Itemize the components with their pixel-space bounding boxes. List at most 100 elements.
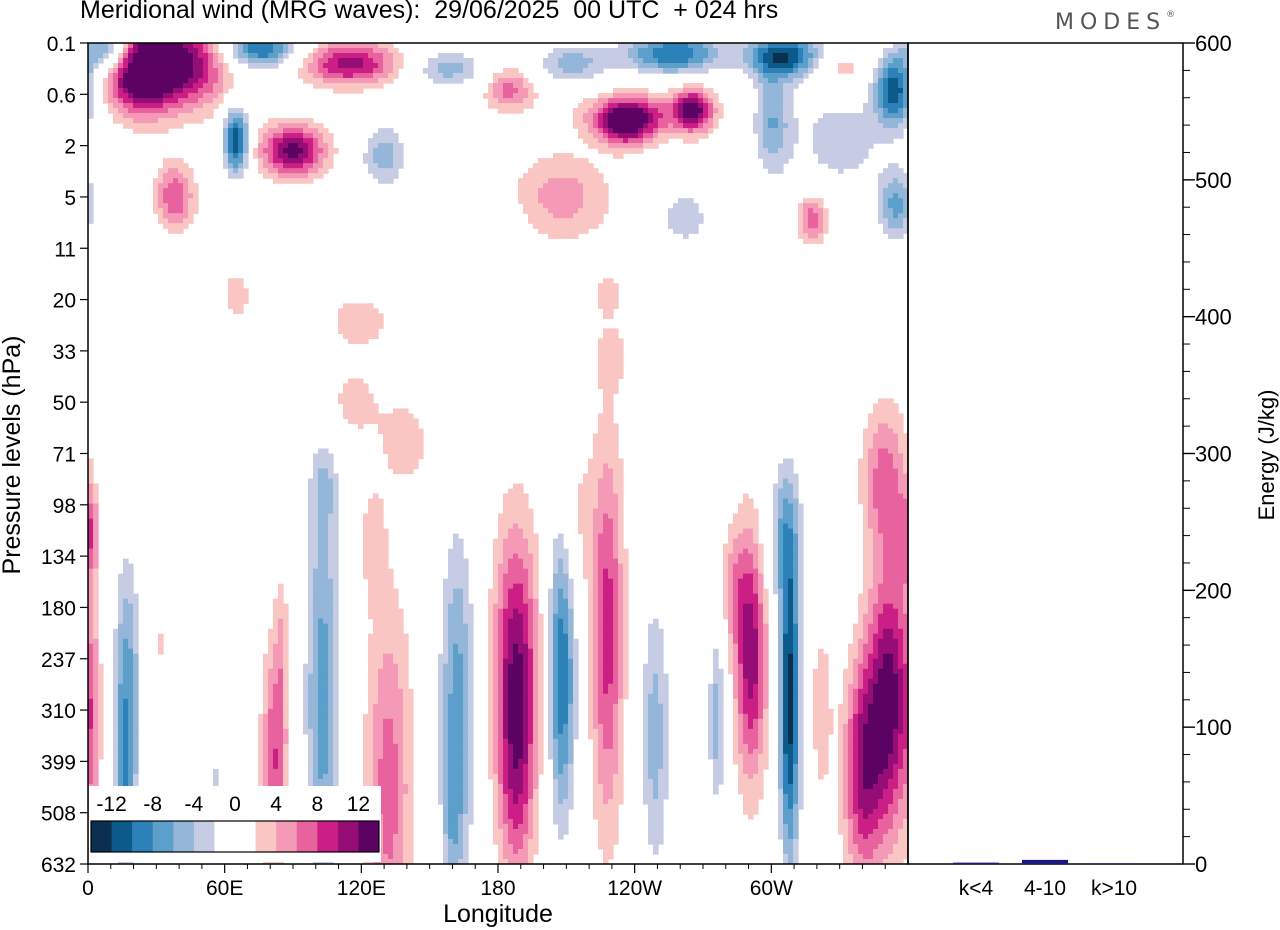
contour-cell <box>573 108 579 114</box>
contour-cell <box>368 393 374 400</box>
contour-cell <box>378 508 384 515</box>
contour-cell <box>658 48 664 54</box>
contour-cell <box>153 178 159 184</box>
contour-cell <box>798 553 804 560</box>
contour-cell <box>508 598 514 605</box>
contour-cell <box>163 168 169 174</box>
contour-cell <box>563 613 569 620</box>
contour-cell <box>598 418 604 425</box>
contour-cell <box>353 303 359 309</box>
contour-cell <box>593 478 599 485</box>
contour-cell <box>793 528 799 535</box>
contour-cell <box>598 508 604 515</box>
contour-cell <box>828 138 834 144</box>
contour-cell <box>453 553 459 560</box>
contour-cell <box>663 98 669 104</box>
contour-cell <box>748 558 754 565</box>
contour-cell <box>558 613 564 620</box>
contour-cell <box>608 423 614 430</box>
contour-cell <box>158 128 164 134</box>
contour-cell <box>93 583 99 590</box>
contour-cell <box>788 83 794 89</box>
contour-cell <box>618 53 624 59</box>
contour-cell <box>353 413 359 420</box>
contour-cell <box>233 168 239 174</box>
contour-cell <box>143 118 149 124</box>
contour-cell <box>893 183 899 189</box>
contour-cell <box>323 468 329 475</box>
contour-cell <box>898 563 904 570</box>
contour-cell <box>558 593 564 600</box>
contour-cell <box>808 218 814 224</box>
contour-cell <box>678 133 684 139</box>
contour-cell <box>323 538 329 545</box>
contour-cell <box>158 88 164 94</box>
contour-cell <box>793 48 799 54</box>
contour-cell <box>578 123 584 129</box>
contour-cell <box>778 578 784 585</box>
contour-cell <box>313 613 319 620</box>
contour-cell <box>633 58 639 64</box>
contour-cell <box>523 513 529 520</box>
contour-cell <box>563 158 569 164</box>
contour-cell <box>793 598 799 605</box>
contour-cell <box>618 538 624 545</box>
contour-cell <box>538 213 544 219</box>
contour-cell <box>503 603 509 610</box>
contour-cell <box>608 353 614 359</box>
contour-cell <box>628 48 634 54</box>
contour-cell <box>93 63 99 69</box>
contour-cell <box>143 93 149 99</box>
contour-cell <box>513 503 519 510</box>
contour-cell <box>168 108 174 114</box>
contour-cell <box>818 118 824 124</box>
contour-cell <box>743 513 749 520</box>
contour-cell <box>288 138 294 144</box>
contour-cell <box>333 488 339 495</box>
contour-cell <box>523 173 529 179</box>
contour-cell <box>178 98 184 104</box>
contour-cell <box>588 118 594 124</box>
contour-cell <box>453 73 459 79</box>
contour-cell <box>583 118 589 124</box>
contour-cell <box>613 493 619 500</box>
contour-cell <box>513 573 519 580</box>
contour-cell <box>788 583 794 590</box>
contour-cell <box>503 108 509 114</box>
contour-cell <box>763 148 769 154</box>
contour-cell <box>263 153 269 159</box>
contour-cell <box>593 123 599 129</box>
contour-cell <box>868 583 874 590</box>
contour-cell <box>108 43 114 49</box>
contour-cell <box>133 88 139 94</box>
contour-cell <box>513 633 519 640</box>
contour-cell <box>868 558 874 565</box>
contour-cell <box>618 48 624 54</box>
contour-cell <box>778 63 784 69</box>
contour-cell <box>623 43 629 49</box>
contour-cell <box>763 88 769 94</box>
contour-cell <box>708 123 714 129</box>
contour-cell <box>698 213 704 219</box>
contour-cell <box>708 103 714 109</box>
contour-cell <box>678 63 684 69</box>
contour-cell <box>588 178 594 184</box>
contour-cell <box>488 628 494 635</box>
contour-cell <box>603 433 609 440</box>
contour-cell <box>868 578 874 585</box>
contour-cell <box>868 458 874 465</box>
contour-cell <box>573 218 579 224</box>
contour-cell <box>618 493 624 500</box>
contour-cell <box>788 493 794 500</box>
contour-cell <box>598 558 604 565</box>
contour-cell <box>883 543 889 550</box>
contour-cell <box>378 633 384 640</box>
contour-cell <box>343 53 349 59</box>
contour-cell <box>618 483 624 490</box>
contour-cell <box>773 513 779 520</box>
contour-cell <box>713 48 719 54</box>
contour-cell <box>333 618 339 625</box>
contour-cell <box>778 168 784 174</box>
contour-cell <box>218 63 224 69</box>
contour-cell <box>328 83 334 89</box>
